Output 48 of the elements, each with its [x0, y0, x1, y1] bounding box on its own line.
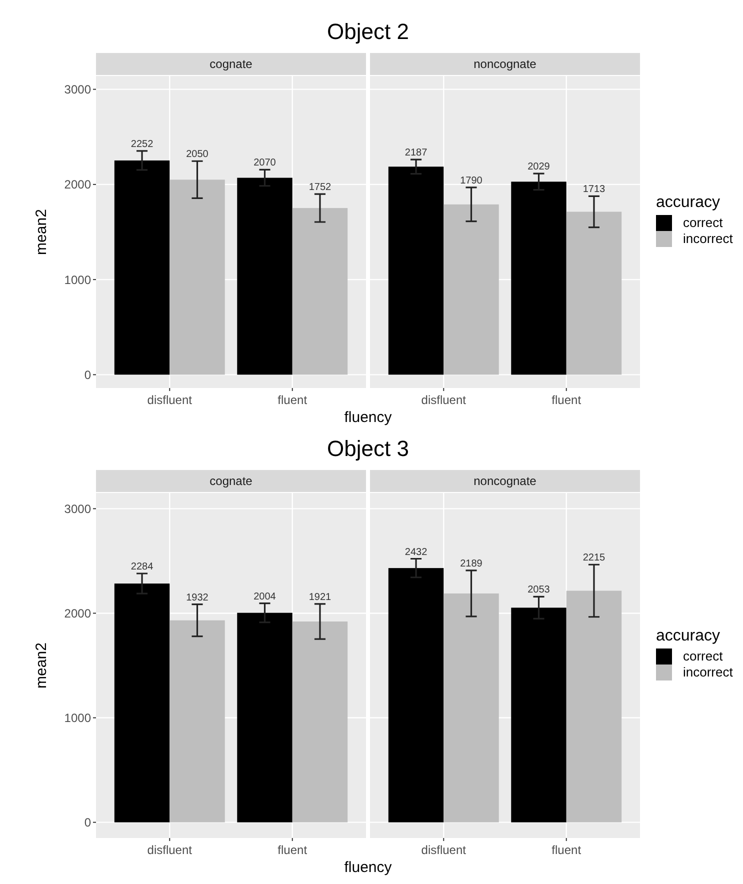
chart-subtitle: cognate — [210, 474, 253, 488]
y-axis-title: mean2 — [33, 209, 50, 255]
legend-title: accuracy — [656, 194, 720, 211]
legend-label: correct — [683, 215, 724, 230]
data-label: 1921 — [308, 592, 332, 603]
y-tick-label: 3000 — [64, 82, 92, 97]
x-tick-label: fluent — [552, 843, 582, 857]
x-tick-label: disfluent — [421, 843, 467, 857]
chart-title: Object 2 — [327, 19, 409, 44]
x-tick-label: disfluent — [421, 393, 467, 407]
chart-subtitle: noncognate — [474, 474, 537, 488]
data-label: 2029 — [528, 162, 550, 173]
x-tick-label: fluent — [278, 843, 308, 857]
x-tick-label: disfluent — [147, 393, 193, 407]
y-tick-label: 3000 — [64, 502, 92, 516]
data-label: 2187 — [404, 148, 428, 159]
data-label: 2004 — [254, 591, 276, 602]
legend-label: incorrect — [683, 664, 734, 680]
data-label: 2432 — [404, 546, 428, 558]
data-label: 2050 — [186, 149, 209, 160]
x-axis-title: fluency — [344, 409, 392, 426]
y-tick-label: 2000 — [64, 178, 92, 192]
legend-label: correct — [683, 648, 724, 664]
x-axis-title: fluency — [344, 859, 392, 876]
data-label: 1790 — [460, 175, 483, 186]
chart-title: Object 3 — [327, 436, 409, 461]
x-tick-label: disfluent — [147, 843, 193, 857]
data-label: 2284 — [130, 562, 154, 572]
y-tick-label: 0 — [84, 368, 92, 382]
legend-label: incorrect — [683, 231, 734, 246]
data-label: 2053 — [528, 584, 550, 596]
y-tick-label: 1000 — [64, 710, 92, 725]
data-label: 2252 — [130, 138, 154, 150]
data-label: 2189 — [460, 558, 483, 570]
legend-title: accuracy — [656, 628, 720, 644]
y-tick-label: 0 — [84, 816, 92, 830]
data-label: 1752 — [308, 182, 332, 194]
data-label: 2215 — [582, 552, 606, 564]
x-tick-label: fluent — [552, 393, 582, 407]
data-label: 2070 — [254, 158, 276, 169]
chart-subtitle: cognate — [210, 57, 253, 71]
data-label: 1932 — [186, 592, 209, 604]
chart-subtitle: noncognate — [474, 57, 537, 71]
y-tick-label: 2000 — [64, 606, 92, 620]
y-tick-label: 1000 — [64, 272, 92, 287]
data-label: 1713 — [582, 184, 606, 196]
x-tick-label: fluent — [278, 393, 308, 407]
y-axis-title: mean2 — [33, 642, 50, 688]
